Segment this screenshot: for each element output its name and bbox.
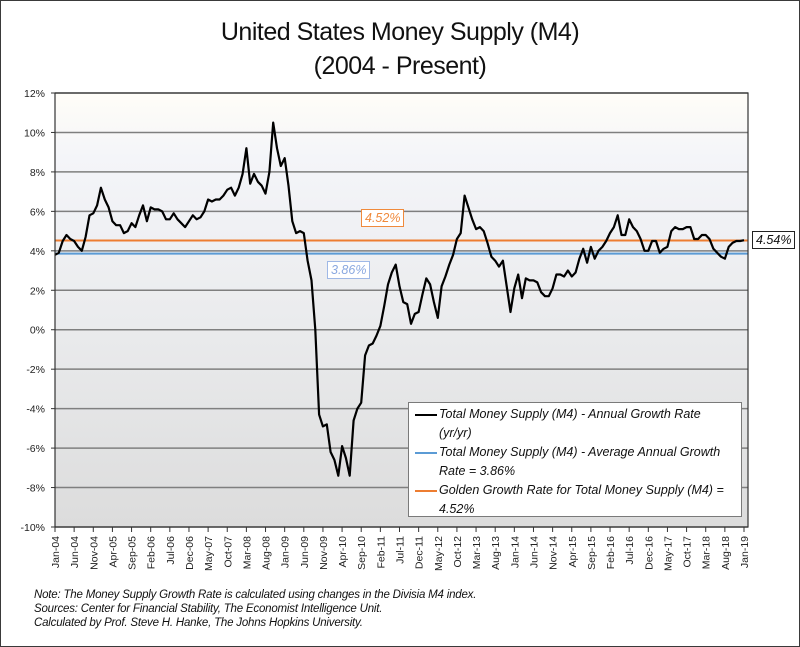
note-line: Note: The Money Supply Growth Rate is ca…: [34, 589, 477, 601]
footnotes: Note: The Money Supply Growth Rate is ca…: [34, 588, 476, 630]
x-tick-label: Apr-10: [337, 536, 349, 568]
x-tick-label: Jul-16: [624, 536, 636, 565]
x-tick-label: Jan-09: [280, 536, 292, 568]
x-tick-label: Oct-12: [452, 536, 464, 568]
x-tick-label: Sep-15: [586, 536, 598, 570]
y-tick-label: -4%: [26, 404, 45, 416]
sources-line: Sources: Center for Financial Stability,…: [34, 603, 383, 615]
x-tick-label: Mar-18: [701, 536, 713, 569]
legend-label-cont: Rate = 3.86%: [439, 464, 516, 478]
average-rate-label: 3.86%: [327, 261, 371, 279]
y-tick-label: 0%: [30, 325, 45, 337]
chart-subtitle: (2004 - Present): [313, 52, 487, 80]
x-tick-label: Dec-16: [643, 536, 655, 570]
y-tick-label: -10%: [20, 522, 45, 534]
x-tick-label: Nov-04: [88, 536, 100, 570]
x-tick-label: Jul-11: [395, 536, 407, 564]
x-tick-label: May-12: [433, 536, 445, 571]
x-tick-label: Oct-17: [682, 536, 694, 568]
legend-label: Golden Growth Rate for Total Money Suppl…: [439, 483, 724, 497]
x-tick-label: Aug-13: [490, 536, 502, 570]
legend-swatch-orange: [415, 490, 437, 492]
y-tick-label: 2%: [30, 285, 45, 297]
legend-swatch-black: [415, 414, 437, 416]
x-tick-label: Nov-14: [548, 536, 560, 570]
x-tick-label: Apr-15: [567, 536, 579, 568]
x-tick-label: Aug-18: [720, 536, 732, 570]
x-tick-label: May-17: [662, 536, 674, 571]
y-tick-label: -6%: [26, 443, 45, 455]
x-tick-label: Jul-06: [165, 536, 177, 565]
x-tick-label: Apr-05: [107, 536, 119, 568]
legend-item-growth-rate: Total Money Supply (M4) - Annual Growth …: [413, 405, 737, 443]
x-tick-label: Feb-06: [146, 536, 158, 569]
y-tick-label: 10%: [24, 127, 45, 139]
x-tick-label: Jan-19: [739, 536, 751, 568]
legend: Total Money Supply (M4) - Annual Growth …: [408, 402, 742, 517]
legend-label-cont: 4.52%: [439, 502, 475, 516]
x-tick-label: Jun-14: [528, 536, 540, 568]
x-tick-label: Dec-06: [184, 536, 196, 570]
legend-label: Total Money Supply (M4) - Average Annual…: [439, 445, 721, 459]
chart-title: United States Money Supply (M4): [220, 18, 580, 46]
y-tick-label: 4%: [30, 246, 45, 258]
x-tick-label: Oct-07: [222, 536, 234, 568]
legend-label-cont: (yr/yr): [439, 426, 472, 440]
x-tick-label: Feb-11: [375, 536, 387, 569]
plot-border: [54, 92, 749, 528]
golden-rate-label: 4.52%: [361, 209, 405, 227]
legend-swatch-blue: [415, 452, 437, 454]
x-tick-label: Nov-09: [318, 536, 330, 570]
x-tick-label: Feb-16: [605, 536, 617, 569]
series-line-growth-rate: [54, 121, 745, 477]
x-tick-label: Jan-04: [50, 536, 62, 568]
x-tick-label: Jun-04: [69, 536, 81, 568]
x-tick-label: Mar-13: [471, 536, 483, 569]
x-tick-label: May-07: [203, 536, 215, 571]
legend-item-golden: Golden Growth Rate for Total Money Suppl…: [413, 481, 737, 519]
x-tick-label: Jun-09: [299, 536, 311, 568]
y-tick-label: 8%: [30, 167, 45, 179]
x-tick-label: Mar-08: [241, 536, 253, 569]
x-tick-label: Sep-10: [356, 536, 368, 570]
x-tick-label: Aug-08: [261, 536, 273, 570]
credit-line: Calculated by Prof. Steve H. Hanke, The …: [34, 617, 363, 629]
y-tick-label: 6%: [30, 206, 45, 218]
y-tick-label: -2%: [26, 364, 45, 376]
y-tick-label: -8%: [26, 483, 45, 495]
y-tick-label: 12%: [24, 88, 45, 100]
x-tick-label: Dec-11: [414, 536, 426, 569]
legend-label: Total Money Supply (M4) - Annual Growth …: [439, 407, 701, 421]
legend-item-average: Total Money Supply (M4) - Average Annual…: [413, 443, 737, 481]
latest-value-label: 4.54%: [752, 231, 796, 249]
x-tick-label: Jan-14: [509, 536, 521, 568]
x-tick-label: Sep-05: [127, 536, 139, 570]
